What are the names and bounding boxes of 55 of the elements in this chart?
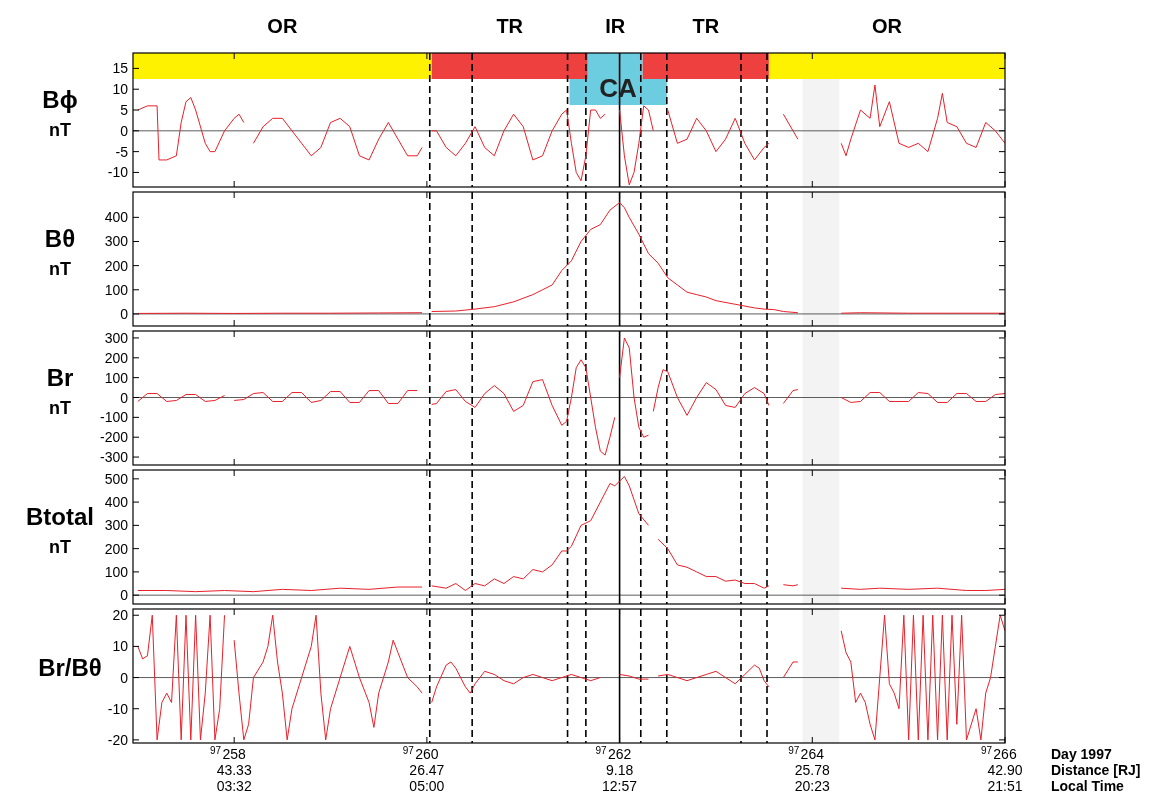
y-tick-label: 0 — [120, 389, 129, 406]
y-axis-title: Bθ nT — [44, 225, 76, 279]
text: 26.47 05:00 — [409, 762, 445, 794]
y-tick-label: 0 — [120, 122, 129, 139]
y-tick-label: -20 — [107, 731, 129, 748]
text: 97 — [788, 745, 800, 756]
y-tick-label: 200 — [104, 540, 129, 557]
text: 25.78 20:23 — [794, 762, 831, 794]
x-tick-label: 264 — [800, 746, 825, 762]
y-tick-label: 100 — [104, 281, 129, 298]
y-tick-label: 400 — [104, 209, 129, 226]
y-tick-label: 200 — [104, 349, 129, 366]
y-tick-label: -300 — [99, 449, 129, 466]
x-tick-label: 262 — [607, 746, 632, 762]
y-tick-label: 0 — [120, 305, 129, 322]
y-axis-title: Bϕ nT — [42, 86, 78, 140]
y-tick-label: 0 — [120, 587, 129, 604]
text: 43.33 03:32 — [216, 762, 252, 794]
x-tick-label: 258 — [222, 746, 247, 762]
y-tick-label: 300 — [104, 233, 129, 250]
y-tick-label: 0 — [120, 669, 129, 686]
y-tick-label: -10 — [107, 164, 129, 181]
y-tick-label: 400 — [104, 494, 129, 511]
band-label: OR — [871, 15, 903, 37]
y-tick-label: 10 — [112, 638, 129, 655]
x-axis-title: Day 1997 Distance [RJ] Local Time — [1051, 746, 1141, 794]
y-tick-label: 300 — [104, 517, 129, 534]
y-tick-label: -5 — [115, 143, 129, 160]
y-tick-label: 100 — [104, 563, 129, 580]
band-label: TR — [692, 15, 720, 37]
x-tick-label: 260 — [415, 746, 439, 762]
y-tick-label: -100 — [99, 409, 129, 426]
y-tick-label: 20 — [112, 607, 129, 624]
y-tick-label: 100 — [104, 369, 129, 386]
band-label: IR — [605, 15, 626, 37]
y-axis-title: Br/Bθ — [38, 654, 102, 681]
y-tick-label: 200 — [104, 257, 129, 274]
y-tick-label: 500 — [104, 470, 129, 487]
y-tick-label: 300 — [104, 329, 129, 346]
text: 42.90 21:51 — [987, 762, 1023, 794]
y-tick-label: 15 — [112, 60, 129, 77]
y-tick-label: -10 — [107, 700, 129, 717]
text: 97 — [595, 745, 608, 756]
y-axis-title: Btotal nT — [26, 503, 94, 557]
x-tick-label: 266 — [993, 746, 1017, 762]
y-tick-label: -200 — [99, 429, 129, 446]
band-label: OR — [267, 15, 298, 37]
y-axis-title: Br nT — [46, 364, 74, 418]
y-tick-label: 10 — [112, 81, 129, 98]
band-label: TR — [496, 15, 524, 37]
text: 97 — [980, 745, 993, 756]
text: 97 — [210, 745, 222, 756]
y-tick-label: 5 — [120, 102, 129, 119]
text: 9.18 12:57 — [602, 762, 638, 794]
text: 97 — [402, 745, 415, 756]
